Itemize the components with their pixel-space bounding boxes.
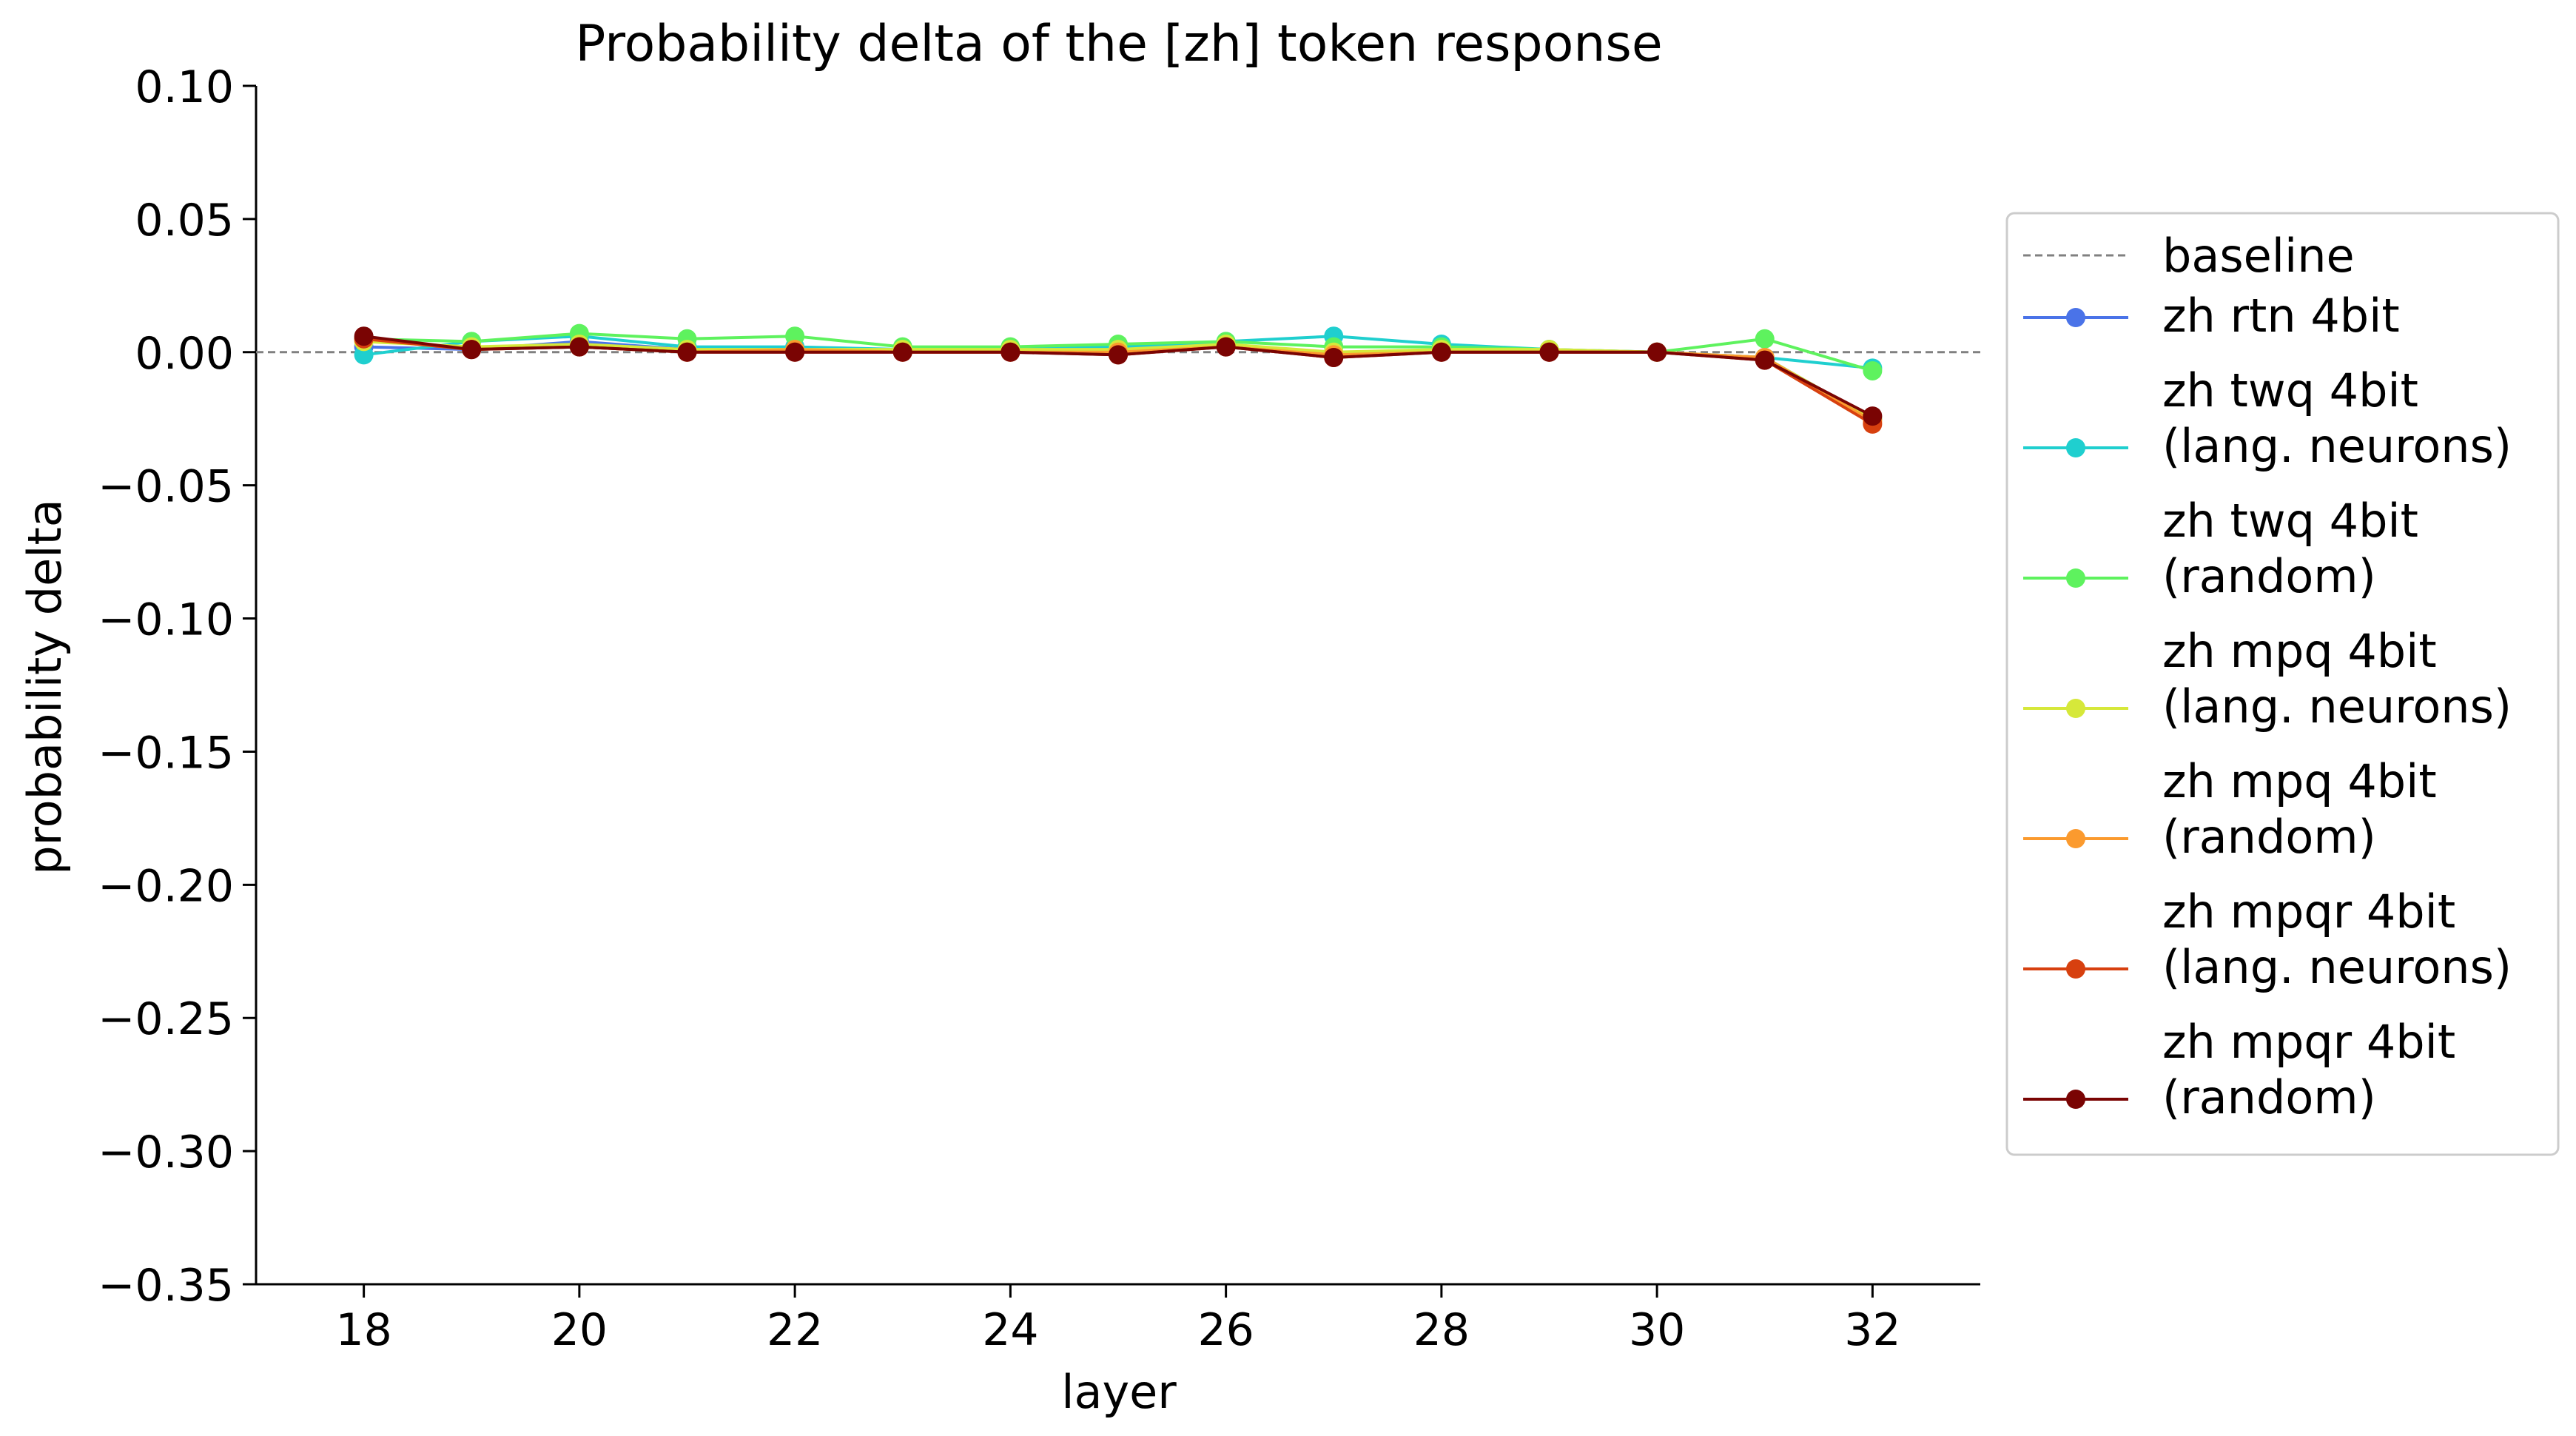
y-tick-label: −0.10 [98, 594, 234, 646]
x-tick-label: 30 [1629, 1304, 1685, 1356]
legend-label-line: (random) [2162, 549, 2376, 603]
x-tick-label: 20 [551, 1304, 608, 1356]
x-tick-label: 32 [1844, 1304, 1900, 1356]
legend-label-line: zh mpq 4bit [2162, 624, 2437, 678]
legend-marker-7 [2066, 1090, 2085, 1109]
legend-label-line: zh mpqr 4bit [2162, 885, 2455, 939]
legend-label-line: zh mpqr 4bit [2162, 1015, 2455, 1069]
y-tick-label: 0.00 [135, 328, 234, 380]
x-tick-label: 24 [982, 1304, 1038, 1356]
legend-label-line: zh mpq 4bit [2162, 754, 2437, 808]
legend-label-line: zh rtn 4bit [2162, 289, 2400, 343]
y-tick-label: −0.20 [98, 860, 234, 912]
legend-label-2: zh twq 4bit (lang. neurons) [2162, 363, 2512, 473]
legend-marker-2 [2066, 438, 2085, 457]
chart-title: Probability delta of the [zh] token resp… [575, 15, 1662, 73]
data-point [1863, 360, 1883, 380]
legend-label-line: (random) [2162, 810, 2376, 864]
data-point [785, 342, 805, 362]
y-tick-label: −0.25 [98, 993, 234, 1045]
data-point [1647, 342, 1667, 362]
legend-marker-6 [2066, 959, 2085, 979]
data-point [892, 342, 912, 362]
y-tick-label: 0.10 [135, 61, 234, 113]
legend-label-3: zh twq 4bit (random) [2162, 494, 2418, 603]
data-point [677, 342, 697, 362]
y-tick-label: −0.35 [98, 1260, 234, 1312]
x-tick-label: 28 [1413, 1304, 1470, 1356]
data-point [462, 340, 482, 360]
plot-area: 0.10 0.05 0.00 −0.05 −0.10 −0.15 −0.20 −0.25 −0.… [98, 61, 1980, 1356]
legend-label-7: zh mpqr 4bit (random) [2162, 1015, 2455, 1124]
legend-marker-5 [2066, 829, 2085, 848]
legend-label-4: zh mpq 4bit (lang. neurons) [2162, 624, 2512, 734]
data-point [1324, 347, 1344, 367]
data-point [1216, 337, 1236, 357]
legend-label-line: zh twq 4bit [2162, 363, 2418, 417]
y-tick-label: −0.30 [98, 1127, 234, 1178]
legend-box [2005, 212, 2560, 1156]
legend-label-6: zh mpqr 4bit (lang. neurons) [2162, 885, 2512, 994]
legend-label-5: zh mpq 4bit (random) [2162, 754, 2437, 864]
x-tick-label: 22 [767, 1304, 823, 1356]
data-point [569, 337, 589, 357]
data-point [1431, 342, 1451, 362]
legend-label-line: (lang. neurons) [2162, 419, 2512, 473]
legend-label-1: zh rtn 4bit [2162, 289, 2400, 343]
data-point [354, 326, 374, 346]
legend-marker-4 [2066, 699, 2085, 718]
legend-label-line: (lang. neurons) [2162, 680, 2512, 734]
data-point [1109, 345, 1128, 365]
legend-label-line: (lang. neurons) [2162, 940, 2512, 994]
data-point [1863, 406, 1883, 426]
y-tick-label: −0.15 [98, 727, 234, 779]
data-point [1755, 329, 1775, 349]
data-point [1755, 350, 1775, 370]
y-tick-label: 0.05 [135, 195, 234, 246]
x-tick-label: 18 [335, 1304, 391, 1356]
legend-label-line: (random) [2162, 1070, 2376, 1124]
legend-label-baseline: baseline [2162, 229, 2355, 283]
data-point [354, 345, 374, 365]
legend-label-line: zh twq 4bit [2162, 494, 2418, 548]
y-axis-label: probability delta [18, 499, 72, 875]
data-point [785, 326, 805, 346]
y-tick-label: −0.05 [98, 461, 234, 513]
legend-marker-1 [2066, 308, 2085, 327]
legend-marker-3 [2066, 568, 2085, 588]
data-point [1001, 342, 1020, 362]
x-tick-label: 26 [1197, 1304, 1254, 1356]
x-axis-label: layer [1061, 1365, 1177, 1419]
data-point [1539, 342, 1559, 362]
